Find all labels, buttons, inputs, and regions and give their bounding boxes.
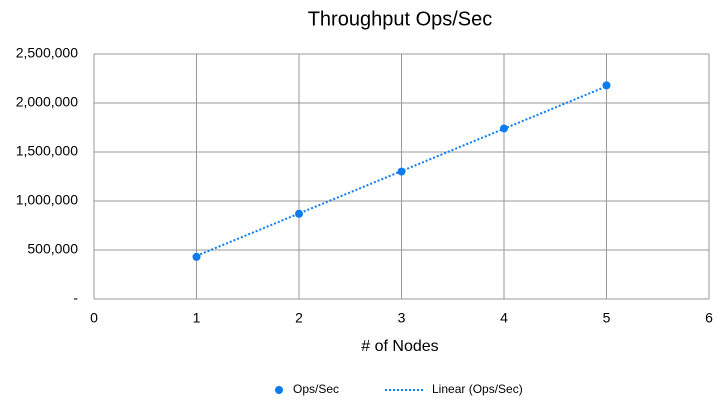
x-tick-label: 5 xyxy=(603,310,611,326)
y-tick-label: 1,500,000 xyxy=(16,143,78,159)
data-point xyxy=(192,252,201,261)
x-tick-label: 0 xyxy=(90,310,98,326)
x-tick-label: 1 xyxy=(193,310,201,326)
x-tick-label: 6 xyxy=(705,310,713,326)
y-tick-label: 1,000,000 xyxy=(16,192,78,208)
x-tick-label: 2 xyxy=(295,310,303,326)
y-tick-label: 2,500,000 xyxy=(16,45,78,61)
legend-label: Ops/Sec xyxy=(293,382,339,396)
y-tick-label: 2,000,000 xyxy=(16,94,78,110)
chart-title: Throughput Ops/Sec xyxy=(308,8,493,30)
x-tick-label: 3 xyxy=(398,310,406,326)
legend-label: Linear (Ops/Sec) xyxy=(432,382,523,396)
x-axis-label: # of Nodes xyxy=(361,338,438,355)
x-tick-label: 4 xyxy=(500,310,508,326)
legend-swatch xyxy=(275,386,283,394)
trend-line xyxy=(196,85,607,257)
y-tick-label: 500,000 xyxy=(27,241,78,257)
y-tick-label: - xyxy=(73,290,78,306)
